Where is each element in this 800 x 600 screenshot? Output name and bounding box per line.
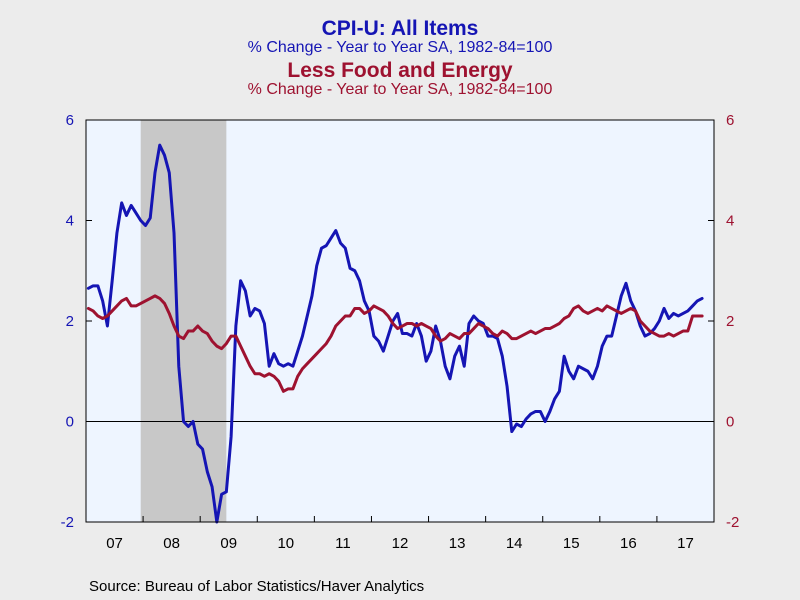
x-tick-label: 15: [563, 535, 580, 552]
series1-subtitle: % Change - Year to Year SA, 1982-84=100: [247, 39, 553, 56]
y-tick-label-left: 6: [66, 112, 74, 129]
chart-title-block: CPI-U: All Items % Change - Year to Year…: [0, 18, 800, 98]
y-tick-label-left: 0: [66, 414, 74, 431]
series1-title: CPI-U: All Items: [321, 17, 479, 40]
x-tick-label: 08: [163, 535, 180, 552]
series-line-2: [86, 294, 704, 393]
y-tick-label-right: -2: [726, 514, 739, 531]
x-tick-label: 17: [677, 535, 694, 552]
source-note: Source: Bureau of Labor Statistics/Haver…: [89, 578, 425, 595]
y-tick-label-left: 2: [66, 313, 74, 330]
x-tick-label: 13: [449, 535, 466, 552]
x-tick-label: 16: [620, 535, 637, 552]
x-tick-label: 11: [335, 535, 351, 552]
series2-subtitle: % Change - Year to Year SA, 1982-84=100: [247, 81, 553, 98]
x-tick-label: 10: [277, 535, 294, 552]
y-tick-label-right: 6: [726, 112, 734, 129]
x-tick-label: 12: [392, 535, 409, 552]
series2-title: Less Food and Energy: [287, 59, 513, 82]
series-line-1: [86, 143, 704, 524]
y-tick-label-right: 0: [726, 414, 734, 431]
y-tick-label-right: 2: [726, 313, 734, 330]
x-tick-label: 07: [106, 535, 123, 552]
x-tick-label: 09: [220, 535, 237, 552]
y-tick-label-right: 4: [726, 213, 734, 230]
x-tick-label: 14: [506, 535, 523, 552]
y-tick-label-left: 4: [66, 213, 74, 230]
y-tick-label-left: -2: [61, 514, 74, 531]
